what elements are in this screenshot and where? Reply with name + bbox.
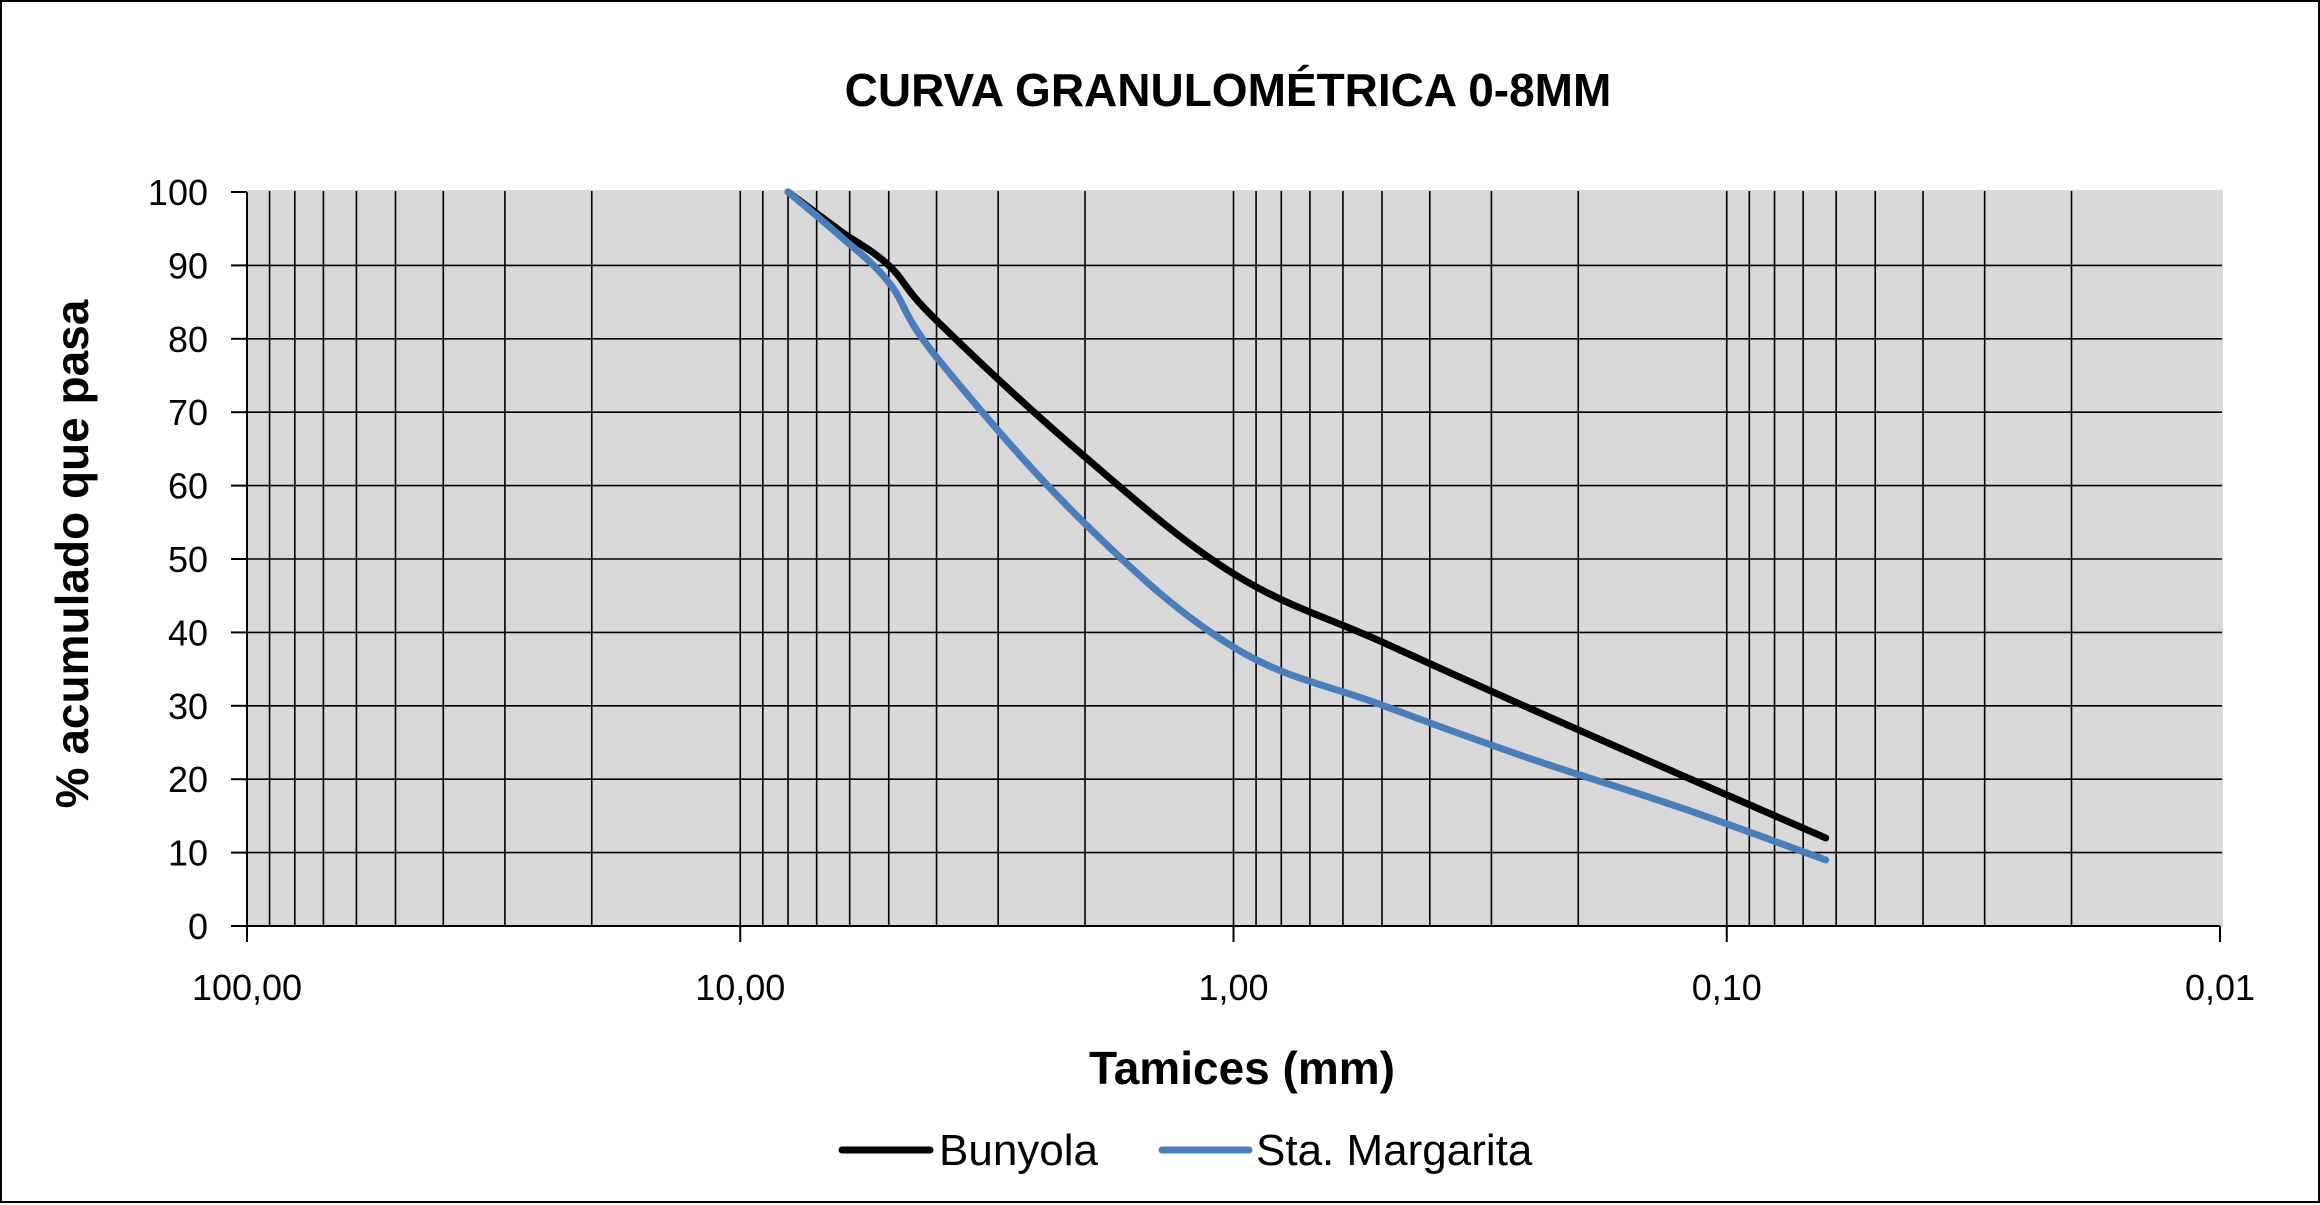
x-axis-tick-labels: 100,00 10,00 1,00 0,10 0,01 (192, 967, 2255, 1008)
legend-label-sta-margarita: Sta. Margarita (1256, 1126, 1533, 1175)
legend-label-bunyola: Bunyola (939, 1126, 1099, 1175)
x-tick-label: 0,10 (1692, 967, 1762, 1008)
y-tick-label: 20 (168, 759, 208, 800)
y-tick-label: 30 (168, 686, 208, 727)
legend-item-sta-margarita[interactable]: Sta. Margarita (1158, 1126, 1533, 1175)
x-tick-label: 1,00 (1198, 967, 1268, 1008)
y-axis-tick-labels: 0 10 20 30 40 50 60 70 80 90 100 (148, 172, 208, 947)
y-tick-label: 0 (188, 906, 208, 947)
series-line-sta-margarita[interactable] (784, 188, 1830, 864)
legend-item-bunyola[interactable]: Bunyola (838, 1126, 1099, 1175)
y-tick-label: 40 (168, 612, 208, 653)
axes (231, 191, 2221, 942)
series-lines (784, 188, 1830, 864)
plot-area (231, 188, 2223, 942)
y-axis-title: % acumulado que pasa (46, 299, 98, 808)
y-tick-label: 70 (168, 392, 208, 433)
y-tick-label: 60 (168, 466, 208, 507)
y-tick-label: 90 (168, 245, 208, 286)
chart-title: CURVA GRANULOMÉTRICA 0-8MM (845, 64, 1612, 116)
y-tick-label: 100 (148, 172, 208, 213)
x-tick-label: 0,01 (2185, 967, 2255, 1008)
x-axis-title: Tamices (mm) (1089, 1042, 1395, 1094)
y-tick-label: 50 (168, 539, 208, 580)
y-gridlines (247, 264, 2222, 854)
series-line-bunyola[interactable] (784, 188, 1830, 842)
legend: Bunyola Sta. Margarita (838, 1126, 1533, 1175)
y-tick-label: 10 (168, 833, 208, 874)
x-tick-label: 10,00 (695, 967, 785, 1008)
x-tick-label: 100,00 (192, 967, 302, 1008)
y-tick-label: 80 (168, 319, 208, 360)
